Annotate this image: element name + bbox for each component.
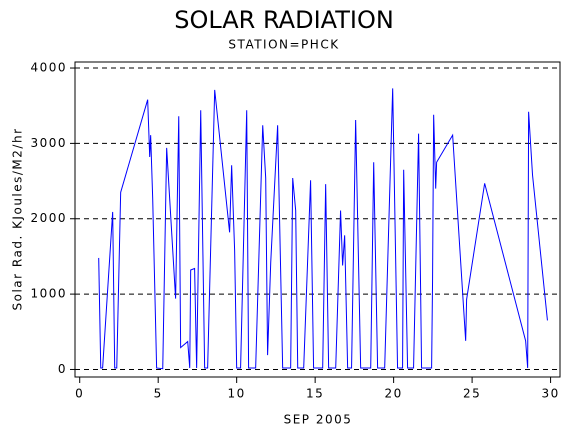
plot-frame [74,61,561,378]
y-tick-label: 1000 [30,287,67,301]
x-tick-label: 0 [75,387,84,401]
y-tick-label: 4000 [30,61,67,75]
chart-title: SOLAR RADIATION [174,6,394,34]
x-tick-label: 25 [463,387,481,401]
y-tick-label: 0 [58,362,67,376]
chart-subtitle: STATION=PHCK [228,38,339,52]
y-tick-label: 2000 [30,211,67,225]
x-tick-label: 20 [384,387,402,401]
y-axis-label: Solar Rad. KJoules/M2/hr [11,127,25,310]
x-tick-label: 15 [306,387,324,401]
x-tick-label: 10 [228,387,246,401]
data-line [98,88,548,370]
x-axis-label: SEP 2005 [284,413,353,427]
x-tick-label: 30 [541,387,559,401]
x-tick-label: 5 [154,387,163,401]
y-tick-label: 3000 [30,136,67,150]
